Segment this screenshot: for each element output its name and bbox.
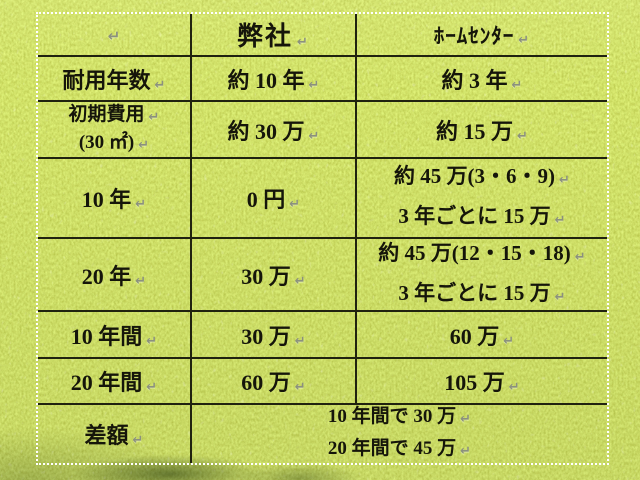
cell-20year-total-homecenter[interactable]: 105 万 ↵	[355, 357, 607, 403]
return-mark-icon: ↵	[574, 249, 586, 265]
cell-durability-homecenter[interactable]: 約 3 年 ↵	[355, 55, 607, 100]
header-ours-label: 弊社	[237, 22, 294, 51]
return-mark-icon: ↵	[554, 289, 566, 305]
cell-text: 初期費用	[68, 103, 145, 125]
header-homecenter-cell[interactable]: ﾎｰﾑｾﾝﾀｰ ↵	[355, 14, 607, 55]
return-mark-icon: ↵	[508, 380, 520, 395]
return-mark-icon: ↵	[559, 173, 570, 188]
cell-text: 差額	[84, 423, 129, 448]
cell-text: 30 万	[241, 263, 291, 289]
return-mark-icon: ↵	[517, 128, 528, 144]
cell-20year-label[interactable]: 20 年 ↵	[38, 237, 190, 310]
cell-initial-cost-homecenter[interactable]: 約 15 万 ↵	[355, 100, 607, 157]
cell-text: 20 年	[81, 263, 132, 289]
cell-text: 20 年間で 45 万	[327, 438, 457, 459]
cell-text: 約 45 万(3・6・9)	[394, 164, 556, 188]
cell-difference-merged[interactable]: 10 年間で 30 万 ↵ 20 年間で 45 万 ↵	[190, 403, 607, 463]
cell-text: 約 15 万	[436, 118, 514, 144]
cell-20year-total-ours[interactable]: 60 万 ↵	[190, 357, 355, 403]
cell-10year-total-ours[interactable]: 30 万 ↵	[190, 310, 355, 357]
cell-text: 3 年ごとに 15 万	[398, 204, 551, 228]
cell-text: 20 年間	[70, 370, 143, 395]
return-mark-icon: ↵	[297, 35, 310, 50]
return-mark-icon: ↵	[294, 273, 306, 289]
cell-difference-label[interactable]: 差額 ↵	[38, 403, 190, 463]
cell-text: 60 万	[449, 323, 500, 349]
return-mark-icon: ↵	[308, 128, 320, 144]
return-mark-icon: ↵	[503, 333, 515, 349]
return-mark-icon: ↵	[511, 77, 523, 93]
return-mark-icon: ↵	[135, 273, 147, 289]
cell-durability-ours[interactable]: 約 10 年 ↵	[190, 55, 355, 100]
cell-10year-ours[interactable]: 0 円 ↵	[190, 157, 355, 237]
header-homecenter-label: ﾎｰﾑｾﾝﾀｰ	[433, 23, 515, 48]
return-mark-icon: ↵	[460, 444, 472, 459]
return-mark-icon: ↵	[294, 380, 306, 395]
return-mark-icon: ↵	[308, 77, 320, 93]
cell-text: 105 万	[444, 370, 505, 395]
cell-20year-homecenter[interactable]: 約 45 万(12・15・18) ↵ 3 年ごとに 15 万 ↵	[355, 237, 607, 310]
return-mark-icon: ↵	[138, 137, 150, 153]
cell-durability-label[interactable]: 耐用年数 ↵	[38, 55, 190, 100]
return-mark-icon: ↵	[518, 32, 531, 48]
return-mark-icon: ↵	[146, 380, 158, 395]
cell-text: 10 年間で 30 万	[327, 406, 457, 427]
cell-text: 約 45 万(12・15・18)	[378, 240, 571, 265]
return-mark-icon: ↵	[154, 77, 166, 93]
header-corner-cell[interactable]: ↵	[38, 14, 190, 55]
cell-text: 3 年ごとに 15 万	[398, 280, 551, 305]
cell-text: 0 円	[246, 187, 286, 212]
cell-text: 約 3 年	[441, 67, 508, 93]
cell-text: (30 ㎡)	[78, 131, 135, 153]
cell-10year-label[interactable]: 10 年 ↵	[38, 157, 190, 237]
return-mark-icon: ↵	[132, 433, 144, 448]
return-mark-icon: ↵	[135, 197, 147, 212]
cell-text: 10 年間	[70, 323, 143, 349]
cost-comparison-table[interactable]: ↵ 弊社 ↵ ﾎｰﾑｾﾝﾀｰ ↵ 耐用年数 ↵ 約 10 年 ↵ 約 3 年 ↵ 初期費用…	[36, 12, 609, 465]
cell-initial-cost-label[interactable]: 初期費用 ↵ (30 ㎡) ↵	[38, 100, 190, 157]
cell-initial-cost-ours[interactable]: 約 30 万 ↵	[190, 100, 355, 157]
cell-text: 30 万	[241, 323, 291, 349]
cell-10year-homecenter[interactable]: 約 45 万(3・6・9) ↵ 3 年ごとに 15 万 ↵	[355, 157, 607, 237]
cell-text: 約 10 年	[227, 67, 305, 93]
cell-text: 約 30 万	[227, 118, 305, 144]
header-ours-cell[interactable]: 弊社 ↵	[190, 14, 355, 55]
cell-text: 10 年	[81, 187, 132, 212]
return-mark-icon: ↵	[146, 333, 158, 349]
cell-text: 耐用年数	[62, 67, 151, 93]
cell-text: 60 万	[241, 370, 291, 395]
return-mark-icon: ↵	[107, 26, 121, 45]
return-mark-icon: ↵	[460, 412, 472, 427]
cell-10year-total-label[interactable]: 10 年間 ↵	[38, 310, 190, 357]
cell-10year-total-homecenter[interactable]: 60 万 ↵	[355, 310, 607, 357]
return-mark-icon: ↵	[554, 213, 566, 228]
return-mark-icon: ↵	[289, 197, 301, 212]
return-mark-icon: ↵	[294, 333, 306, 349]
return-mark-icon: ↵	[148, 109, 160, 125]
cell-20year-total-label[interactable]: 20 年間 ↵	[38, 357, 190, 403]
cell-20year-ours[interactable]: 30 万 ↵	[190, 237, 355, 310]
